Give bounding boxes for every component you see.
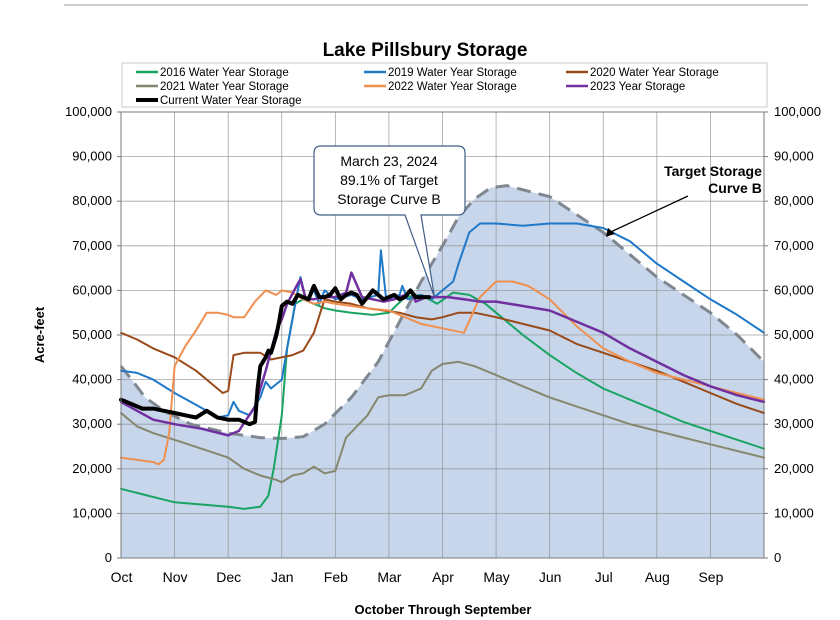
y-tick-label-right: 30,000 (774, 416, 814, 431)
callout-box (313, 145, 466, 298)
legend-label: Current Water Year Storage (160, 95, 301, 107)
series-line-2020-water-year-storage (120, 298, 765, 414)
y-tick-label-left: 80,000 (72, 193, 112, 208)
x-tick-label: Nov (163, 569, 188, 585)
x-tick-label: Mar (377, 569, 401, 585)
x-tick-label: Oct (111, 569, 133, 585)
y-tick-label-right: 0 (774, 550, 781, 565)
target-storage-curve (119, 184, 766, 441)
callout-text: 89.1% of Target (340, 172, 438, 188)
x-tick-label: Apr (432, 569, 454, 585)
legend-label: 2023 Year Storage (590, 81, 685, 93)
legend-label: 2016 Water Year Storage (160, 67, 289, 79)
y-tick-label-left: 70,000 (72, 238, 112, 253)
y-tick-label-right: 50,000 (774, 327, 814, 342)
y-tick-label-right: 10,000 (774, 505, 814, 520)
legend-box (121, 62, 768, 108)
y-tick-label-right: 80,000 (774, 193, 814, 208)
y-tick-label-left: 50,000 (72, 327, 112, 342)
legend-label: 2022 Water Year Storage (388, 81, 517, 93)
x-tick-label: Jan (271, 569, 294, 585)
plot-area (119, 111, 766, 559)
axes: 0 0 10,000 10,000 20,000 20,000 30,000 30,000 40… (65, 104, 821, 585)
x-axis-label: October Through September (355, 602, 532, 617)
target-label-text: Curve B (708, 180, 762, 196)
target-label-arrowhead (605, 227, 615, 237)
y-tick-label-right: 90,000 (774, 149, 814, 164)
series-line-2019-water-year-storage (120, 222, 765, 419)
target-label-arrow (610, 195, 689, 233)
y-tick-label-left: 60,000 (72, 282, 112, 297)
y-tick-label-right: 60,000 (774, 282, 814, 297)
x-tick-label: Dec (216, 569, 241, 585)
y-axis-label: Acre-feet (32, 306, 47, 363)
y-tick-label-left: 90,000 (72, 149, 112, 164)
chart-title: Lake Pillsbury Storage (323, 40, 528, 61)
legend: 2016 Water Year Storage 2019 Water Year S… (121, 62, 768, 108)
y-tick-label-left: 30,000 (72, 416, 112, 431)
y-tick-label-left: 40,000 (72, 372, 112, 387)
y-tick-label-right: 20,000 (774, 461, 814, 476)
x-tick-label: Feb (324, 569, 348, 585)
y-tick-label-left: 20,000 (72, 461, 112, 476)
series-line-current-water-year-storage (119, 283, 432, 427)
series-line-2021-water-year-storage (120, 360, 765, 484)
legend-label: 2019 Water Year Storage (388, 67, 517, 79)
x-tick-label: Jun (539, 569, 562, 585)
y-tick-label-left: 0 (105, 550, 112, 565)
target-label-text: Target Storage (664, 163, 762, 179)
y-tick-label-right: 70,000 (774, 238, 814, 253)
callout-text: Storage Curve B (337, 191, 441, 207)
series-line-2022-water-year-storage (120, 280, 765, 466)
x-tick-label: Sep (698, 569, 723, 585)
legend-label: 2020 Water Year Storage (590, 67, 719, 79)
x-tick-label: Jul (595, 569, 613, 585)
y-tick-label-left: 100,000 (65, 104, 112, 119)
x-tick-label: May (483, 569, 509, 585)
y-tick-label-right: 40,000 (774, 372, 814, 387)
y-tick-label-right: 100,000 (774, 104, 821, 119)
series-line-2016-water-year-storage (120, 291, 765, 510)
y-tick-label-left: 10,000 (72, 505, 112, 520)
x-tick-label: Aug (645, 569, 670, 585)
legend-label: 2021 Water Year Storage (160, 81, 289, 93)
callout-text: March 23, 2024 (340, 153, 437, 169)
annotations: March 23, 2024 89.1% of Target Storage Cur… (313, 145, 762, 298)
series-lines (119, 222, 766, 510)
